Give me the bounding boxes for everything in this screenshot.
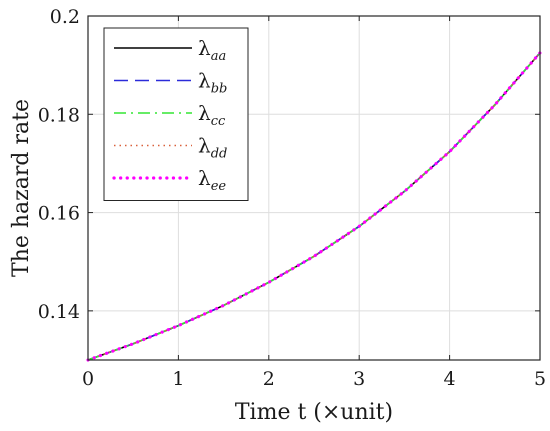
legend: λaa λbb λcc λdd λee — [103, 27, 249, 201]
legend-label-ee: λee — [198, 166, 226, 194]
plot-frame — [87, 15, 541, 361]
legend-label-dd: λdd — [198, 134, 227, 162]
x-tick-label: 4 — [444, 368, 456, 390]
x-tick-label: 0 — [82, 368, 94, 390]
x-tick-label: 3 — [353, 368, 365, 390]
y-tick-label: 0.2 — [50, 6, 80, 28]
y-tick-label: 0.18 — [38, 104, 80, 126]
series-line-ee — [86, 51, 542, 362]
x-axis-title: Time t (×unit) — [235, 400, 393, 425]
legend-label-bb: λbb — [198, 69, 227, 97]
series-layer — [86, 51, 542, 362]
y-tick-label: 0.14 — [38, 301, 80, 323]
x-tick-label: 5 — [534, 368, 546, 390]
x-tick-label: 2 — [263, 368, 275, 390]
x-tick-label: 1 — [172, 368, 184, 390]
y-axis-title: The hazard rate — [9, 99, 34, 277]
legend-label-cc: λcc — [198, 101, 226, 129]
y-tick-label: 0.16 — [38, 203, 80, 225]
legend-label-aa: λaa — [198, 36, 226, 64]
legend-box — [103, 27, 249, 201]
axis-ticks: 0 1 2 3 4 5 0.14 0.16 0.18 0.2 — [38, 6, 546, 390]
